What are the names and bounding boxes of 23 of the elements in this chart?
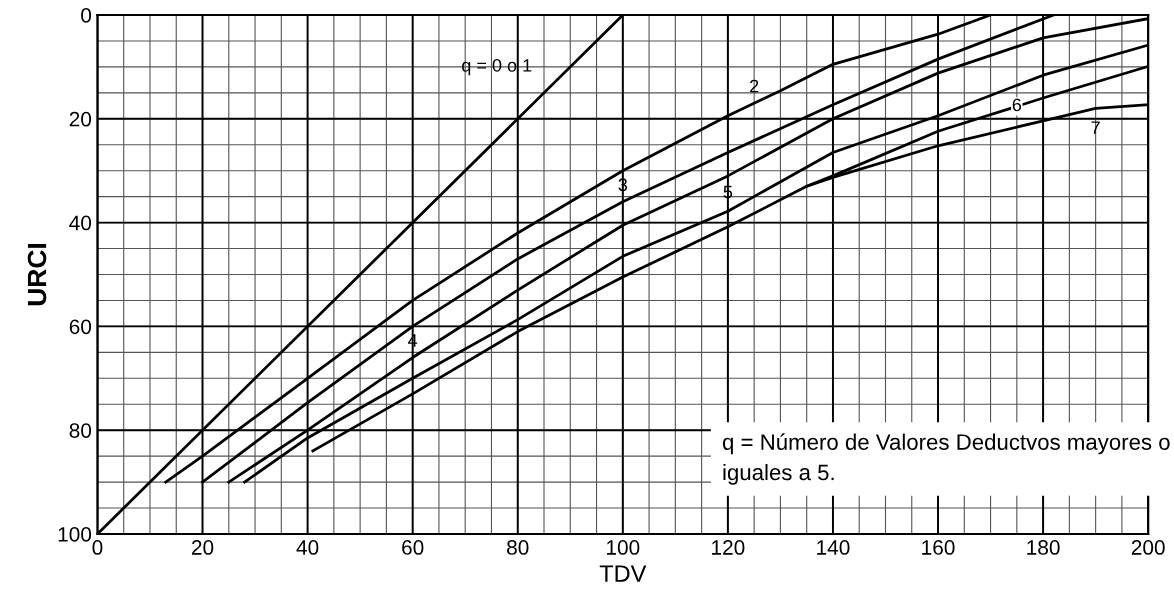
x-tick-label: 140 bbox=[817, 540, 850, 555]
x-tick-label: 20 bbox=[191, 540, 214, 555]
x-tick-label: 40 bbox=[296, 540, 319, 555]
x-tick-label: 0 bbox=[92, 540, 103, 555]
series-label: 6 bbox=[1012, 98, 1022, 112]
y-axis-title: URCI bbox=[27, 244, 47, 306]
x-tick-label: 200 bbox=[1131, 540, 1165, 555]
x-tick-label: 80 bbox=[507, 540, 529, 555]
series-label: 2 bbox=[750, 79, 759, 93]
x-tick-label: 160 bbox=[922, 540, 955, 555]
x-tick-label: 120 bbox=[712, 540, 745, 555]
y-tick-label: 40 bbox=[69, 215, 92, 231]
y-tick-label: 100 bbox=[58, 527, 92, 542]
y-tick-label: 0 bbox=[81, 8, 92, 23]
x-tick-label: 60 bbox=[402, 540, 424, 555]
series-label: q = 0 o 1 bbox=[462, 58, 532, 76]
x-tick-label: 100 bbox=[607, 540, 640, 555]
y-tick-label: 60 bbox=[69, 319, 92, 335]
y-tick-label: 80 bbox=[69, 423, 92, 438]
x-tick-label: 180 bbox=[1027, 540, 1060, 555]
y-tick-label: 20 bbox=[69, 111, 92, 127]
x-axis-title: TDV bbox=[599, 565, 647, 582]
annotation: q = Número de Valores Deductvos mayores o iguales a 5. bbox=[722, 433, 1170, 485]
